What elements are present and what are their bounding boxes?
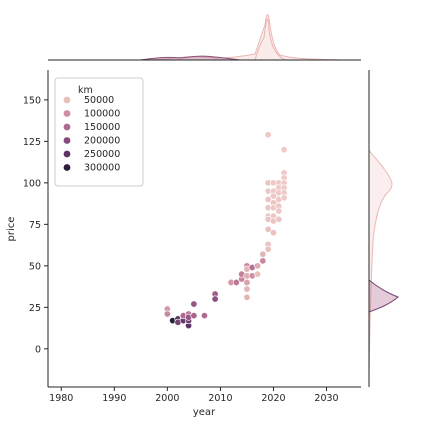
data-point [190, 300, 198, 308]
main-axes [47, 70, 361, 388]
legend-label: 250000 [84, 149, 120, 160]
x-tick-label: 2000 [155, 393, 179, 404]
top-marginal [48, 14, 361, 61]
data-point [264, 131, 272, 139]
x-tick-label: 2020 [261, 393, 285, 404]
legend-marker [63, 150, 71, 158]
x-tick-label: 2030 [314, 393, 338, 404]
data-point [163, 310, 171, 318]
legend-label: 300000 [84, 163, 120, 174]
x-tick-label: 1980 [49, 393, 73, 404]
right-marginal [368, 70, 399, 387]
legend-label: 200000 [84, 136, 120, 147]
y-tick-label: 0 [35, 344, 41, 355]
right-kde-light [368, 75, 393, 381]
data-point [243, 278, 251, 286]
legend: km 50000 100000 150000 200000 250000 300000 [54, 77, 144, 187]
data-point [264, 245, 272, 253]
data-point [280, 146, 288, 154]
data-point [269, 229, 277, 237]
right-kde-dark [368, 278, 399, 313]
data-point [243, 285, 251, 293]
top-kde-peak [254, 18, 286, 61]
y-tick-label: 75 [29, 220, 41, 231]
legend-label: 150000 [84, 122, 120, 133]
data-point [254, 270, 262, 278]
data-point [275, 215, 283, 223]
legend-box [54, 77, 144, 187]
y-tick-label: 25 [29, 303, 41, 314]
data-point [264, 225, 272, 233]
data-point [254, 262, 262, 270]
legend-marker [63, 123, 71, 131]
data-point [275, 207, 283, 215]
legend-marker [63, 110, 71, 117]
y-tick-label: 100 [23, 178, 41, 189]
data-point [259, 250, 267, 258]
legend-marker [63, 137, 71, 144]
data-point [232, 278, 240, 286]
x-axis-label: year [193, 407, 216, 418]
x-tick-label: 2010 [208, 393, 232, 404]
x-tick-label: 1990 [102, 393, 126, 404]
legend-label: 50000 [84, 95, 114, 106]
data-point [211, 295, 219, 303]
y-axis-label: price [6, 217, 17, 242]
data-point [264, 195, 272, 203]
legend-title: km [78, 85, 93, 96]
legend-marker [63, 164, 71, 171]
data-point [201, 312, 209, 320]
y-tick-label: 125 [23, 137, 41, 148]
data-point [259, 257, 267, 265]
data-point [243, 293, 251, 301]
scatter-points [163, 131, 288, 330]
legend-entries: 50000 100000 150000 200000 250000 300000 [63, 95, 120, 174]
data-point [280, 194, 288, 202]
legend-marker [63, 96, 71, 104]
legend-label: 100000 [84, 109, 120, 120]
y-ticks: 0 25 50 75 100 125 150 [23, 95, 48, 355]
top-kde-mid [139, 55, 241, 61]
y-tick-label: 150 [23, 95, 41, 106]
data-point [190, 312, 198, 320]
x-ticks: 1980 1990 2000 2010 2020 2030 [49, 387, 339, 404]
top-kde-light [48, 14, 344, 61]
y-tick-label: 50 [29, 261, 41, 272]
